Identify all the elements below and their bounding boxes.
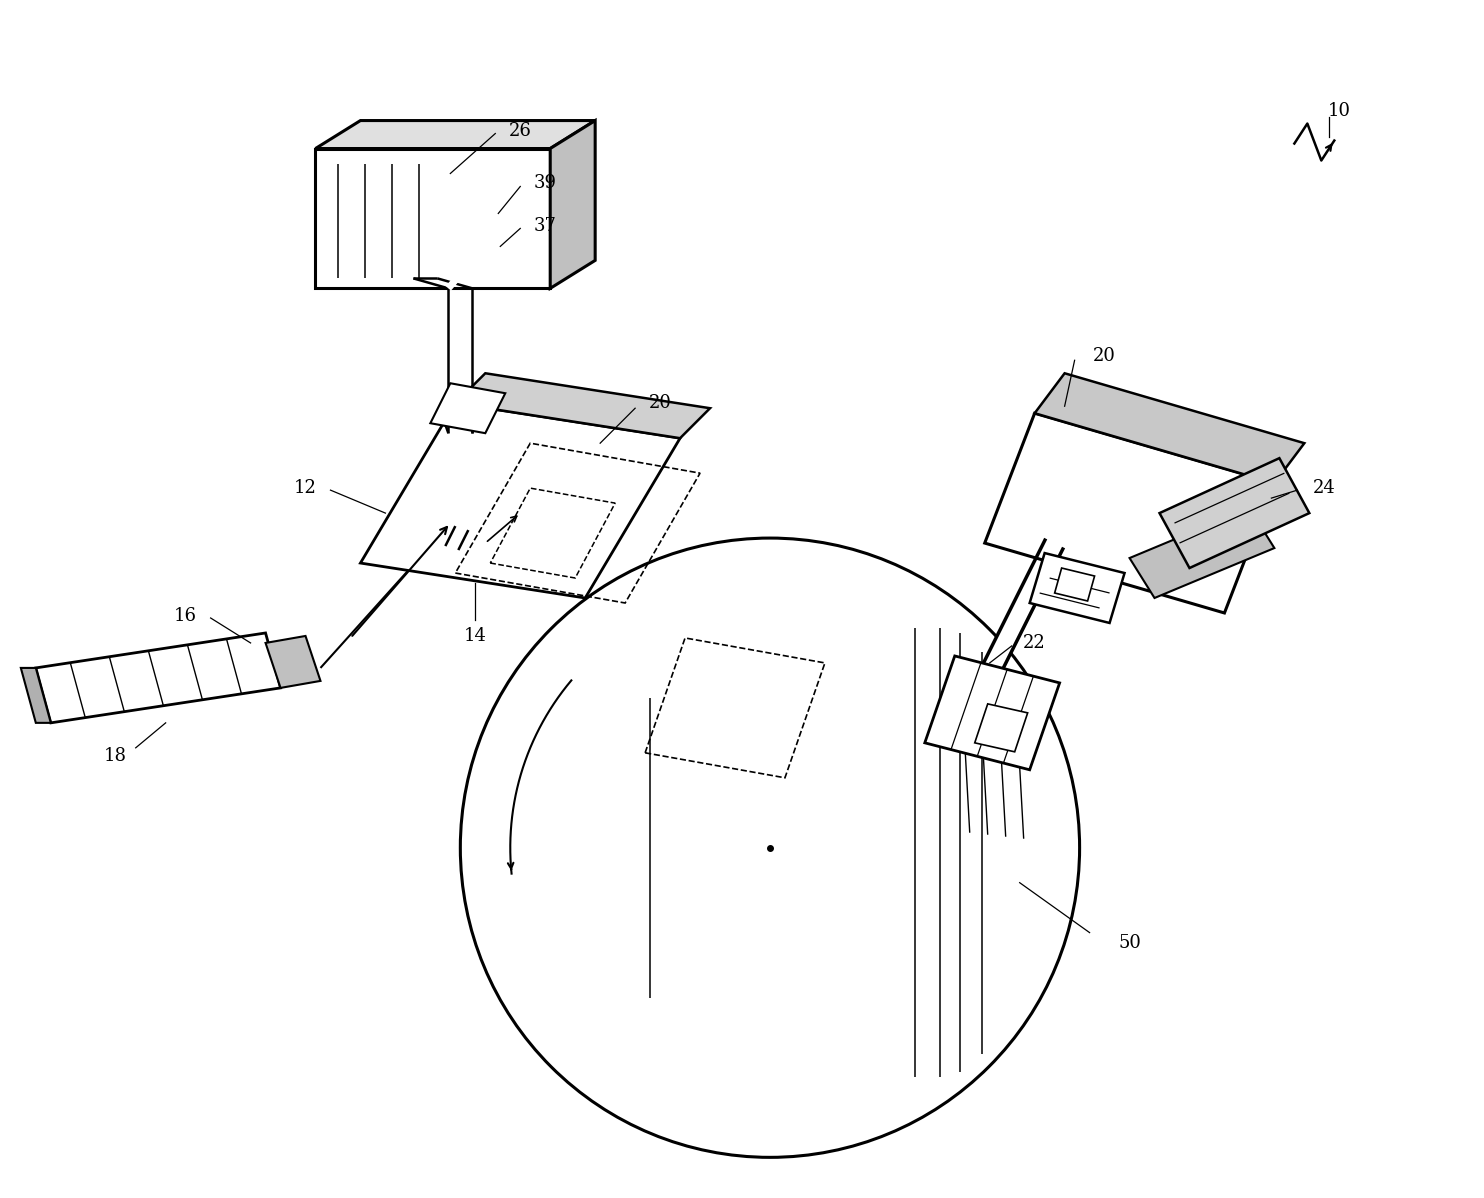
Text: 18: 18: [104, 746, 128, 764]
Polygon shape: [1159, 458, 1309, 568]
Text: 37: 37: [534, 217, 556, 236]
Polygon shape: [36, 633, 280, 722]
Text: 20: 20: [649, 394, 672, 412]
Text: 16: 16: [174, 607, 197, 625]
Text: 24: 24: [1313, 479, 1336, 497]
Polygon shape: [316, 121, 595, 149]
Text: 22: 22: [1024, 634, 1046, 652]
Polygon shape: [21, 668, 50, 722]
Text: 10: 10: [1328, 102, 1350, 120]
Text: 20: 20: [1094, 347, 1116, 365]
Polygon shape: [361, 404, 680, 598]
Polygon shape: [450, 289, 470, 434]
Polygon shape: [456, 374, 709, 438]
Polygon shape: [316, 149, 551, 289]
Polygon shape: [266, 636, 321, 688]
Polygon shape: [925, 657, 1060, 770]
Text: 50: 50: [1117, 933, 1141, 951]
Polygon shape: [960, 539, 1064, 718]
Polygon shape: [551, 121, 595, 289]
Polygon shape: [985, 413, 1275, 613]
Polygon shape: [430, 383, 505, 434]
Text: 14: 14: [464, 627, 487, 645]
Polygon shape: [1129, 508, 1275, 598]
Polygon shape: [1034, 374, 1304, 483]
Polygon shape: [490, 488, 616, 577]
Text: 26: 26: [509, 121, 531, 139]
Text: 12: 12: [294, 479, 318, 497]
Polygon shape: [1055, 568, 1095, 601]
Circle shape: [460, 538, 1079, 1157]
Polygon shape: [1030, 553, 1125, 623]
Text: 39: 39: [534, 175, 556, 193]
Polygon shape: [975, 704, 1027, 752]
